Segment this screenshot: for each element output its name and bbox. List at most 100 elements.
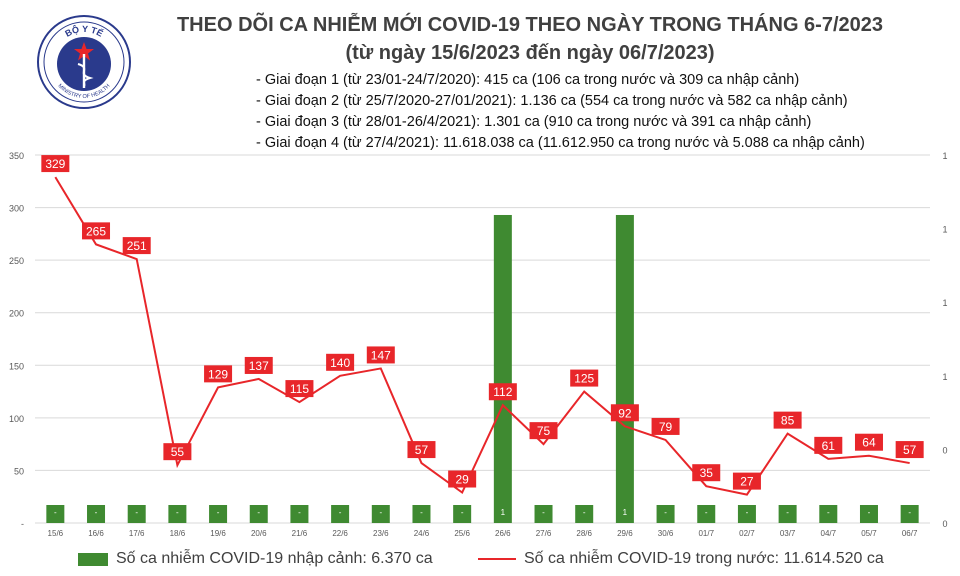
x-tick-label: 20/6 — [251, 529, 267, 538]
line-data-label: 129 — [208, 367, 228, 381]
x-tick-label: 19/6 — [210, 529, 226, 538]
y-right-tick-label: 1 — [942, 298, 947, 308]
legend-label-imported: Số ca nhiễm COVID-19 nhập cảnh: 6.370 ca — [116, 550, 433, 567]
bar-data-label: - — [298, 508, 301, 517]
line-data-label-box — [285, 380, 314, 398]
bar-data-label: - — [339, 508, 342, 517]
line-data-label-box — [651, 417, 680, 435]
line-data-label-box — [448, 470, 477, 488]
legend-item-domestic: Số ca nhiễm COVID-19 trong nước: 11.614.… — [478, 550, 884, 568]
y-right-tick-label: 1 — [942, 372, 947, 382]
x-tick-label: 27/6 — [536, 529, 552, 538]
bar-data-label: - — [827, 508, 830, 517]
bar-zero-marker — [453, 505, 472, 523]
line-data-label-box — [82, 222, 111, 240]
x-tick-label: 05/7 — [861, 529, 877, 538]
bar-data-label: - — [664, 508, 667, 517]
line-data-label: 92 — [618, 406, 632, 420]
y-left-tick-label: 100 — [9, 414, 24, 424]
line-data-label-box — [244, 356, 273, 374]
bar-data-label: - — [135, 508, 138, 517]
bar-zero-marker — [87, 505, 106, 523]
line-data-label-box — [529, 422, 558, 440]
covid-chart: - 50 100 150 200 250 300 350 0 0 1 1 1 1 - - - - - - - - - - - 1 -… — [9, 151, 948, 538]
bar-zero-marker — [290, 505, 309, 523]
y-left-tick-label: 200 — [9, 309, 24, 319]
line-data-label: 147 — [371, 348, 391, 362]
phase-note: - Giai đoạn 2 (từ 25/7/2020-27/01/2021):… — [256, 93, 848, 109]
bar-data-label: - — [176, 508, 179, 517]
bar-data-label: - — [583, 508, 586, 517]
legend-item-imported: Số ca nhiễm COVID-19 nhập cảnh: 6.370 ca — [78, 550, 433, 568]
x-tick-label: 25/6 — [454, 529, 470, 538]
bar-data-label: - — [257, 508, 260, 517]
bar-zero-marker — [412, 505, 431, 523]
line-data-label: 29 — [455, 473, 469, 487]
line-data-label-box — [895, 441, 924, 459]
line-data-label-box — [610, 404, 639, 422]
bar-data-label: - — [379, 508, 382, 517]
y-right-tick-label: 1 — [942, 151, 947, 161]
y-left-tick-label: 150 — [9, 361, 24, 371]
y-right-tick-label: 0 — [942, 445, 947, 455]
x-tick-label: 30/6 — [658, 529, 674, 538]
line-data-label: 140 — [330, 356, 350, 370]
bar-data-label: - — [420, 508, 423, 517]
line-data-label: 64 — [862, 436, 876, 450]
bar-data-label: - — [705, 508, 708, 517]
legend-swatch-imported — [78, 552, 108, 566]
phase-note: - Giai đoạn 3 (từ 28/01-26/4/2021): 1.30… — [256, 114, 812, 130]
legend-label-domestic: Số ca nhiễm COVID-19 trong nước: 11.614.… — [524, 550, 884, 567]
line-data-label-box — [732, 472, 761, 490]
bar-zero-marker — [46, 505, 65, 523]
y-left-tick-label: 250 — [9, 256, 24, 266]
x-tick-label: 26/6 — [495, 529, 511, 538]
x-tick-label: 24/6 — [414, 529, 430, 538]
bar-zero-marker — [168, 505, 187, 523]
bar — [493, 214, 512, 523]
legend: Số ca nhiễm COVID-19 nhập cảnh: 6.370 ca… — [0, 546, 960, 574]
line-data-label: 265 — [86, 224, 106, 238]
x-tick-label: 23/6 — [373, 529, 389, 538]
x-tick-label: 04/7 — [821, 529, 837, 538]
x-tick-label: 01/7 — [698, 529, 714, 538]
bar-zero-marker — [331, 505, 350, 523]
line-data-label-box — [814, 436, 843, 454]
line-data-label: 55 — [171, 445, 185, 459]
bar-data-label: - — [868, 508, 871, 517]
line-data-label: 115 — [290, 382, 309, 396]
x-tick-label: 03/7 — [780, 529, 796, 538]
y-right-tick-label: 1 — [942, 225, 947, 235]
bar-data-label: - — [95, 508, 98, 517]
line-data-label: 137 — [249, 359, 269, 373]
bar-data-label: - — [746, 508, 749, 517]
bar-zero-marker — [819, 505, 838, 523]
bar-zero-marker — [900, 505, 919, 523]
chart-title: THEO DÕI CA NHIỄM MỚI COVID-19 THEO NGÀY… — [176, 14, 884, 36]
bar-zero-marker — [859, 505, 878, 523]
line-data-label: 329 — [45, 157, 65, 171]
line-data-label-box — [326, 353, 355, 371]
line-data-label-box — [163, 443, 192, 461]
line-data-label: 112 — [493, 385, 512, 399]
line-data-label: 57 — [415, 443, 429, 457]
line-data-label-box — [41, 155, 70, 173]
line-data-label: 79 — [659, 420, 673, 434]
line-data-label-box — [407, 441, 436, 459]
bar-zero-marker — [575, 505, 594, 523]
line-data-label-box — [488, 383, 517, 401]
bar-data-label: - — [786, 508, 789, 517]
y-right-tick-label: 0 — [942, 519, 947, 529]
bar-zero-marker — [778, 505, 797, 523]
domestic-cases-line — [54, 176, 910, 496]
bar-zero-marker — [656, 505, 675, 523]
line-data-label: 125 — [574, 372, 594, 386]
x-tick-label: 16/6 — [88, 529, 104, 538]
bar-zero-marker — [371, 505, 390, 523]
bar-zero-marker — [127, 505, 146, 523]
x-tick-label: 18/6 — [170, 529, 186, 538]
line-data-label: 75 — [537, 424, 551, 438]
x-tick-label: 28/6 — [576, 529, 592, 538]
x-tick-label: 22/6 — [332, 529, 348, 538]
legend-swatch-domestic — [478, 558, 516, 560]
